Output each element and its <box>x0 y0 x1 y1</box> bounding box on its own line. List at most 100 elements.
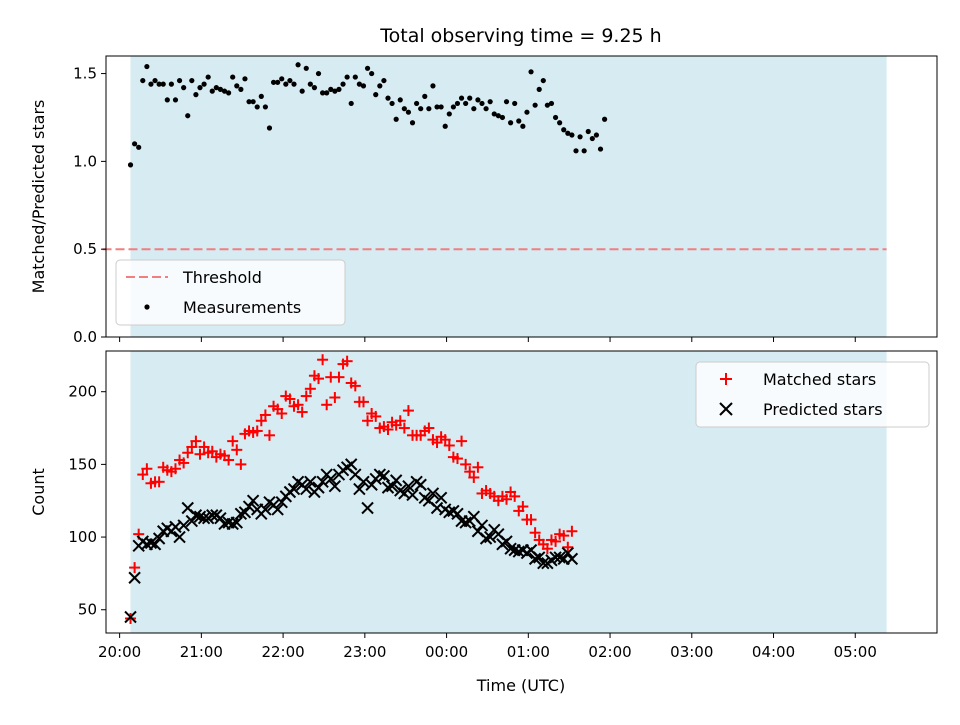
predicted-star-point <box>533 551 546 564</box>
measurement-point <box>287 77 293 84</box>
predicted-star-point <box>377 469 391 483</box>
matched-star-point <box>517 501 529 513</box>
matched-star-point <box>398 422 410 434</box>
count-axes-frame <box>105 350 938 634</box>
predicted-star-point <box>565 552 579 566</box>
matched-star-point <box>357 396 369 408</box>
matched-star-point <box>423 422 435 434</box>
matched-star-point <box>313 373 325 385</box>
measurement-point <box>176 77 183 84</box>
predicted-star-point <box>373 468 387 481</box>
measurement-point <box>315 70 322 77</box>
measurement-point <box>573 148 579 154</box>
measurement-point <box>254 104 260 110</box>
measurement-point <box>528 69 534 75</box>
predicted-star-point <box>553 551 566 564</box>
measurement-point <box>168 81 174 87</box>
measurement-point <box>164 97 170 103</box>
legend-predicted-swatch <box>719 402 733 416</box>
matched-star-point <box>276 408 288 420</box>
measurement-point <box>385 95 391 101</box>
ratio-y-axis-label: Matched/Predicted stars <box>29 100 48 294</box>
measurement-point <box>172 97 179 103</box>
predicted-star-point <box>128 571 141 584</box>
measurement-point <box>299 88 305 94</box>
measurement-point <box>438 104 444 110</box>
measurement-point <box>393 116 399 122</box>
matched-star-point <box>255 415 267 427</box>
matched-star-point <box>296 406 308 418</box>
matched-star-point <box>251 425 263 437</box>
predicted-star-point <box>238 506 252 519</box>
count-panel: 50 100 150 200 20:00 21:00 22:00 23:00 00:00 01:… <box>29 350 938 695</box>
matched-star-point <box>394 415 406 427</box>
measurement-point <box>491 111 497 117</box>
matched-star-point <box>263 429 275 441</box>
measurement-point <box>561 127 567 133</box>
measurement-point <box>348 100 354 107</box>
matched-star-point <box>558 530 570 542</box>
ratio-axes-frame <box>105 55 938 338</box>
measurement-point <box>430 83 436 89</box>
matched-star-point <box>329 392 341 404</box>
measurement-point <box>295 62 301 68</box>
matched-star-point <box>178 457 190 469</box>
measurement-point <box>234 83 240 89</box>
count-legend: Matched stars Predicted stars <box>695 361 930 428</box>
measurement-point <box>414 100 420 107</box>
legend-measurements-swatch <box>144 304 150 310</box>
measurement-point <box>193 92 199 98</box>
predicted-star-point <box>537 557 550 570</box>
matched-star-point <box>402 405 414 417</box>
measurement-point <box>552 114 559 121</box>
predicted-star-point <box>361 501 374 515</box>
measurement-point <box>585 128 591 135</box>
predicted-star-point <box>353 482 366 496</box>
matched-star-point <box>529 527 541 539</box>
measurement-point <box>320 90 326 96</box>
measurement-point <box>340 81 346 87</box>
measurement-point <box>307 81 313 87</box>
predicted-star-point <box>312 481 325 494</box>
matched-star-point <box>153 476 165 488</box>
matched-star-point <box>304 383 316 395</box>
matched-star-point <box>341 355 353 367</box>
predicted-star-point <box>197 511 211 525</box>
measurement-point <box>324 90 330 96</box>
measurement-point <box>524 109 530 115</box>
measurement-point <box>283 81 289 87</box>
matched-star-point <box>562 541 574 553</box>
predicted-star-point <box>300 482 313 496</box>
y-tick-label: 200 <box>68 383 97 401</box>
measurement-point <box>303 65 309 71</box>
measurement-point <box>364 65 371 71</box>
legend-matched-label: Matched stars <box>763 370 876 389</box>
measurement-point <box>389 100 395 107</box>
predicted-star-point <box>328 479 342 493</box>
measurement-point <box>226 90 232 96</box>
measurement-point <box>471 106 477 112</box>
measurement-point <box>450 104 456 110</box>
matched-star-point <box>227 435 239 447</box>
predicted-star-point <box>189 509 203 522</box>
measurement-point <box>495 113 501 119</box>
matched-star-point <box>460 458 472 470</box>
measurement-point <box>291 81 297 87</box>
measurement-point <box>536 86 542 92</box>
matched-star-point <box>541 543 553 555</box>
measurement-points <box>127 62 608 168</box>
measurement-point <box>311 85 318 91</box>
predicted-star-point <box>426 487 440 500</box>
predicted-star-point <box>561 546 575 560</box>
count-x-ticks: 20:00 21:00 22:00 23:00 00:00 01:00 02:00 03:00… <box>98 633 877 661</box>
matched-star-point <box>206 445 218 457</box>
matched-star-point <box>509 490 521 502</box>
legend-matched-swatch <box>720 373 732 385</box>
predicted-star-point <box>414 478 427 491</box>
predicted-star-point <box>504 542 517 555</box>
matched-star-point <box>292 399 304 411</box>
predicted-star-point <box>185 514 199 528</box>
matched-star-point <box>431 437 443 449</box>
x-tick-label: 02:00 <box>588 643 631 661</box>
matched-star-point <box>472 461 484 473</box>
